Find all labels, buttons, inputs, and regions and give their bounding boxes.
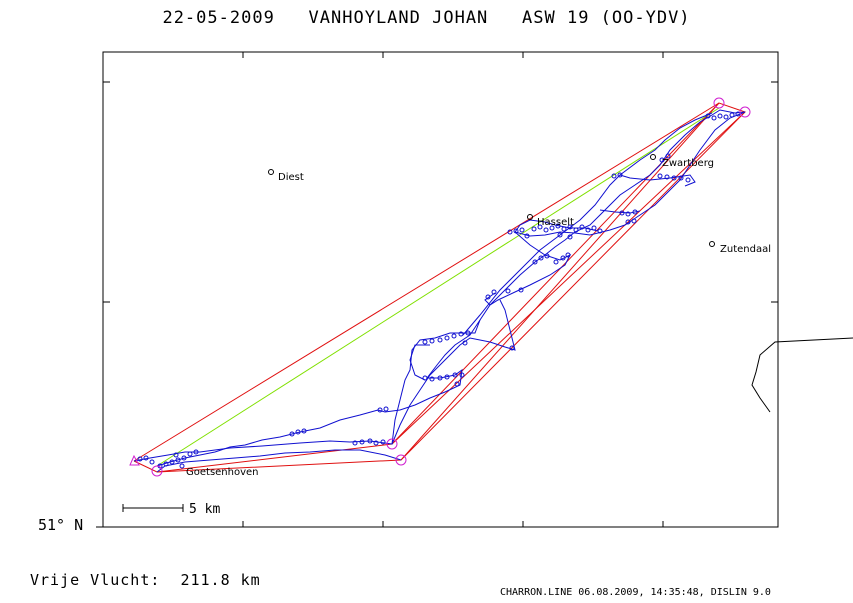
map-ticks (96, 52, 778, 528)
glider-type: ASW 19 (OO-YDV) (522, 8, 691, 28)
credits-line: CHARRON.LINE 06.08.2009, 14:35:48, DISLI… (500, 587, 771, 598)
places: Diest Hasselt Zwartberg Zutendaal Goetse… (186, 154, 771, 478)
distance-value: 211.8 km (180, 571, 261, 589)
scale-bar: 5 km (122, 502, 220, 517)
place-goetsenhoven: Goetsenhoven (186, 467, 259, 478)
flight-title: 22-05-2009 VANHOYLAND JOHAN ASW 19 (OO-Y… (0, 8, 853, 28)
scale-label: 5 km (189, 502, 220, 517)
free-flight-line (156, 107, 720, 467)
place-label: Goetsenhoven (186, 467, 259, 478)
place-zwartberg: Zwartberg (650, 154, 714, 169)
flight-track (133, 109, 746, 473)
place-label: Zutendaal (720, 244, 771, 255)
pilot-name: VANHOYLAND JOHAN (308, 8, 489, 28)
task-lines (133, 102, 746, 473)
map-frame (102, 51, 779, 528)
distance-summary: Vrije Vlucht: 211.8 km (30, 571, 261, 589)
flight-date: 22-05-2009 (162, 8, 275, 28)
country-border (751, 337, 853, 413)
latitude-label: 51° N (38, 516, 84, 534)
place-label: Zwartberg (662, 158, 714, 169)
turnpoint-markers (129, 97, 751, 477)
thermal-markers (137, 111, 741, 469)
place-zutendaal: Zutendaal (709, 241, 771, 255)
distance-label: Vrije Vlucht: (30, 571, 161, 589)
place-label: Hasselt (537, 217, 574, 228)
place-label: Diest (278, 172, 304, 183)
place-diest: Diest (268, 169, 304, 183)
place-hasselt: Hasselt (527, 214, 574, 228)
